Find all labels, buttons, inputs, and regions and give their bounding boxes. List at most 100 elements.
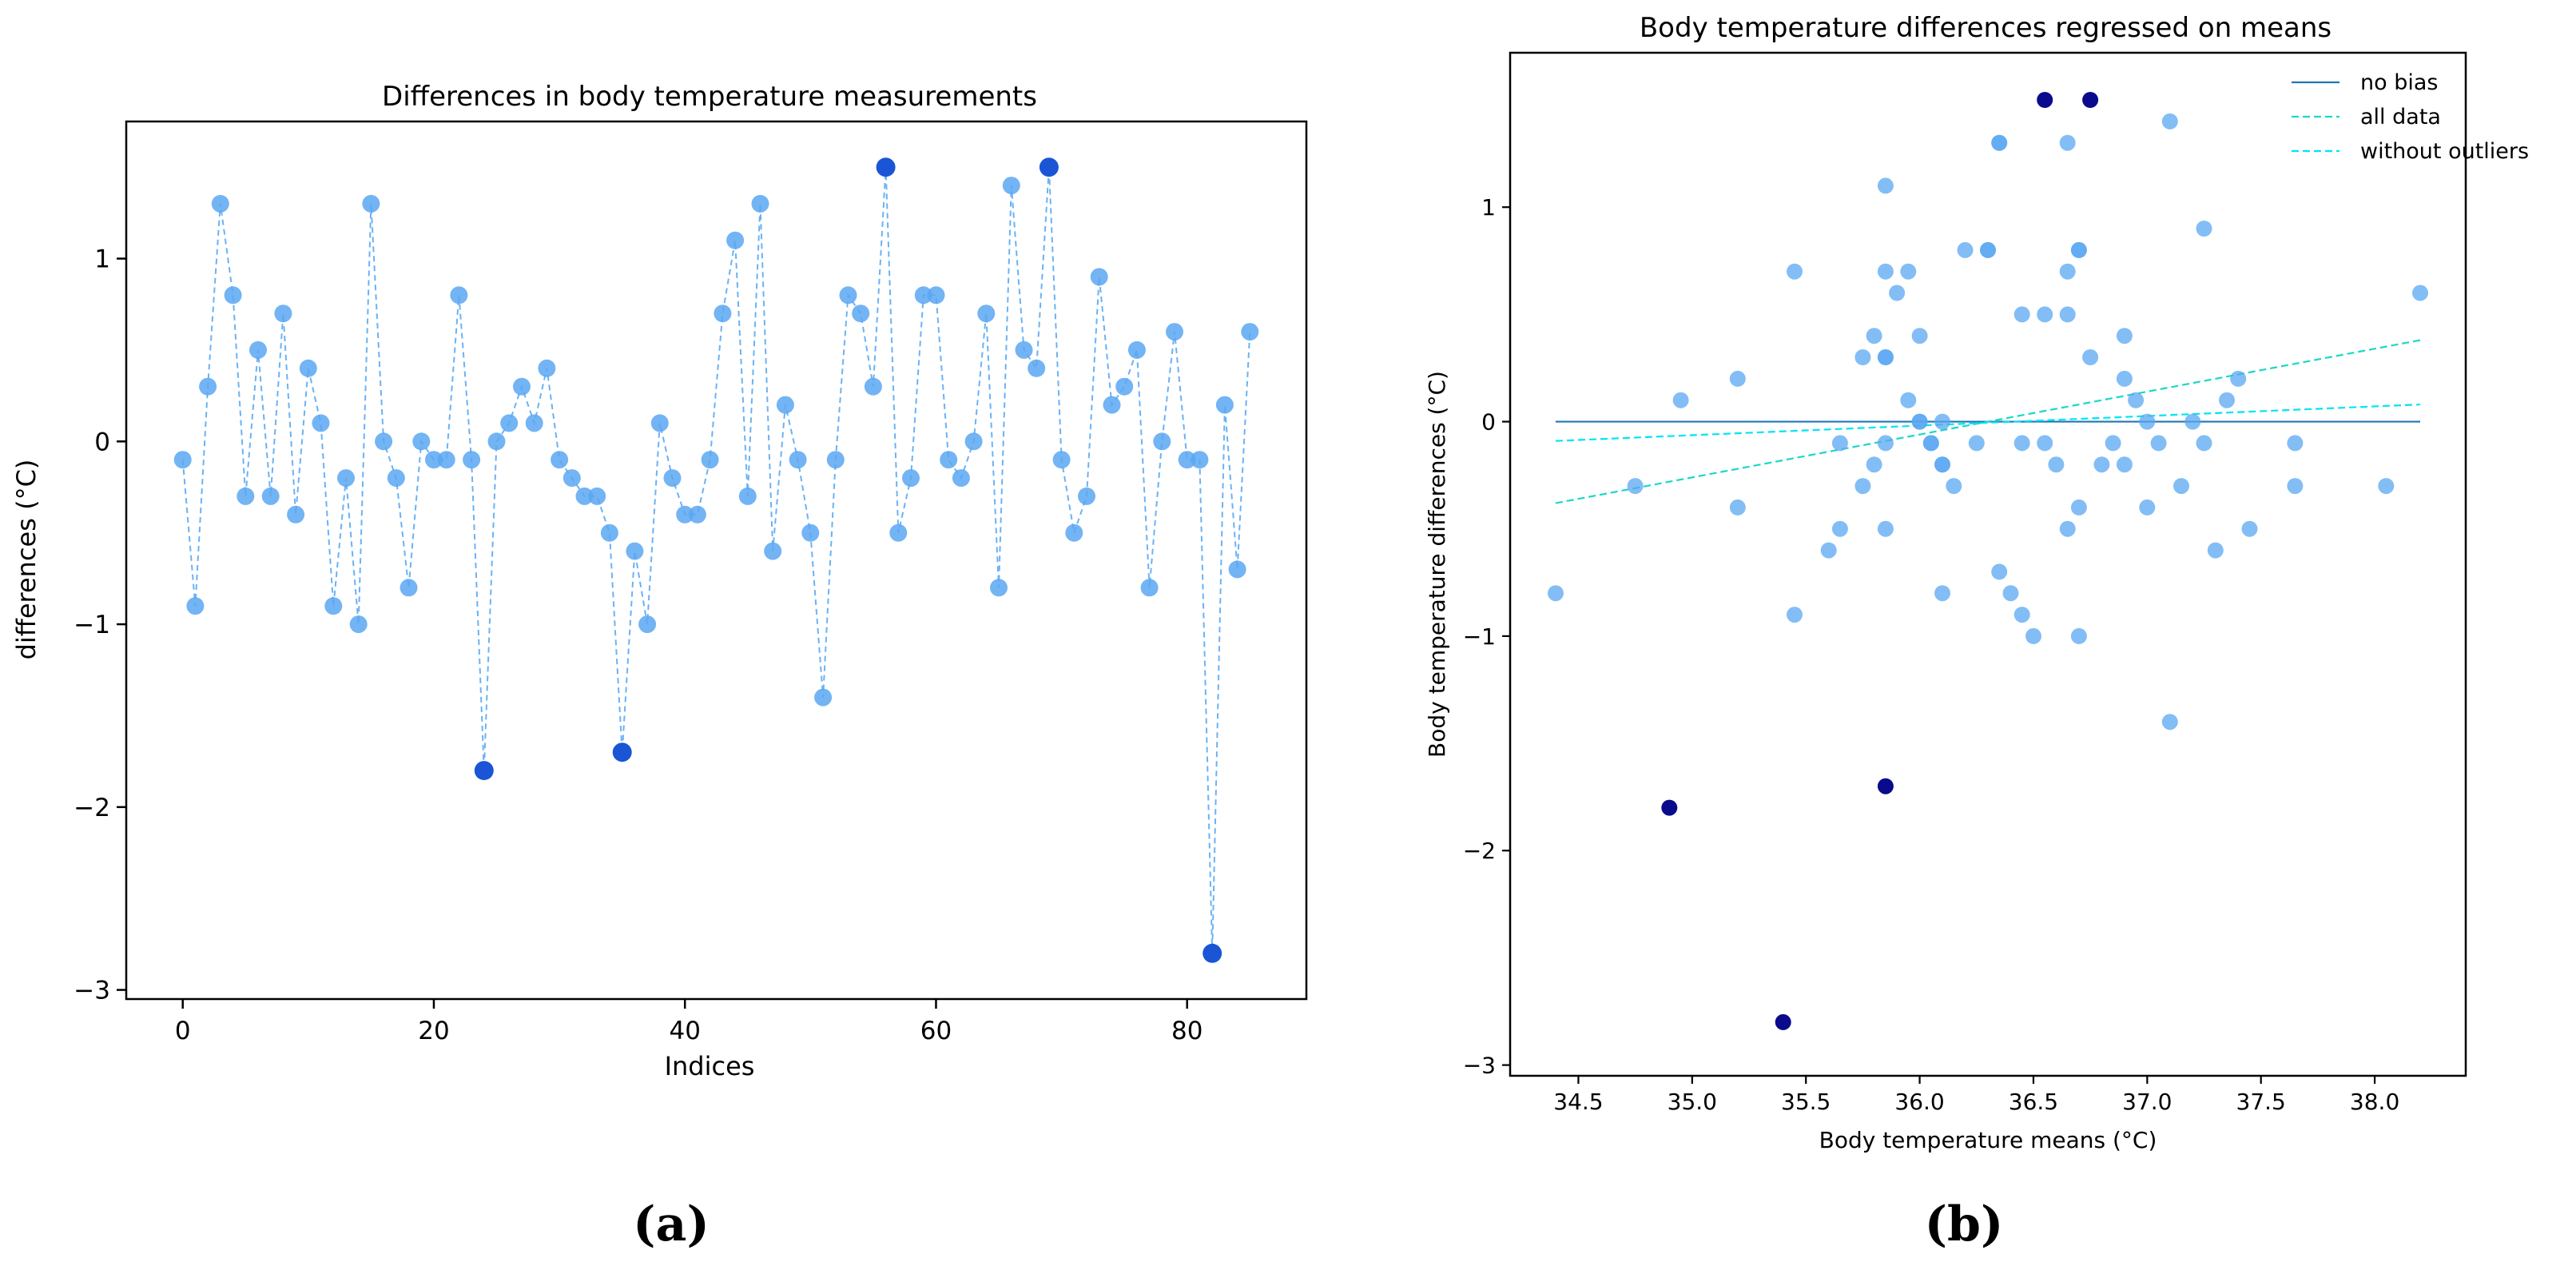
panel-b-x-label: Body temperature means (°C)	[1819, 1127, 2157, 1153]
scatter-point	[1900, 263, 1917, 280]
scatter-point	[2207, 542, 2224, 559]
data-point	[1140, 579, 1159, 597]
data-point-highlight	[1203, 943, 1222, 963]
scatter-point	[1968, 435, 1985, 452]
data-point	[914, 286, 932, 305]
y-tick-label: 0	[1481, 409, 1496, 436]
data-point	[1127, 340, 1146, 359]
data-point	[173, 451, 192, 469]
scatter-point	[1866, 328, 1882, 344]
data-point	[626, 542, 644, 560]
outlier-point	[2082, 92, 2099, 108]
data-point	[1228, 560, 1246, 579]
y-tick-label: −2	[74, 794, 110, 822]
scatter-point	[1934, 456, 1950, 473]
data-point	[1065, 524, 1083, 542]
data-point	[412, 432, 431, 451]
data-point-highlight	[474, 761, 494, 781]
scatter-point	[1980, 241, 1996, 258]
data-point	[663, 469, 682, 488]
data-point	[362, 194, 380, 213]
data-point	[1078, 487, 1095, 505]
scatter-point	[2184, 413, 2201, 430]
data-point	[588, 487, 606, 505]
scatter-point	[2037, 435, 2053, 452]
scatter-point	[1787, 607, 1803, 623]
scatter-point	[2173, 478, 2189, 495]
data-point-highlight	[1039, 157, 1059, 177]
data-point	[400, 579, 418, 597]
data-point	[513, 377, 531, 396]
scatter-point	[1877, 177, 1894, 194]
panel-b-y-label: Body temperature differences (°C)	[1424, 371, 1450, 758]
data-point-highlight	[876, 157, 896, 177]
scatter-point	[1831, 520, 1848, 537]
scatter-point	[2116, 456, 2133, 473]
data-point	[814, 688, 833, 707]
data-point	[1191, 451, 1209, 469]
scatter-point	[2139, 499, 2156, 516]
series-line	[181, 167, 1251, 953]
scatter-point	[1911, 413, 1928, 430]
data-point	[1090, 268, 1108, 286]
data-point	[726, 231, 745, 249]
panel-a-y-label: differences (°C)	[11, 460, 42, 660]
data-point	[375, 432, 393, 451]
y-tick-label: 0	[94, 428, 110, 456]
scatter-point	[2412, 285, 2428, 301]
scatter-point	[1548, 585, 1564, 602]
y-tick-label: −3	[1463, 1053, 1496, 1079]
scatter-point	[2059, 306, 2076, 323]
data-point	[1052, 451, 1071, 469]
scatter-point	[2082, 349, 2099, 365]
scatter-point	[2070, 499, 2087, 516]
data-point	[927, 286, 945, 305]
data-point	[1115, 377, 1134, 396]
data-point	[600, 524, 618, 542]
data-point	[211, 194, 229, 213]
data-point	[551, 451, 569, 469]
panel-a-x-axis: 0 20 40 60 80	[175, 999, 1203, 1045]
scatter-point	[2196, 221, 2212, 237]
data-point	[990, 579, 1008, 597]
data-point	[1178, 451, 1196, 469]
data-point	[826, 451, 845, 469]
data-point	[688, 505, 706, 524]
data-point	[714, 305, 732, 323]
panel-a-chart: Differences in body temperature measurem…	[11, 81, 1308, 1252]
data-point	[1153, 432, 1171, 451]
panel-b-legend: no bias all data without outliers	[2292, 70, 2529, 164]
scatter-point	[1991, 134, 2008, 151]
line-without-outliers	[1555, 403, 2421, 442]
data-point	[764, 542, 782, 560]
data-point	[889, 524, 908, 542]
scatter-point	[2093, 456, 2110, 473]
scatter-point	[1957, 241, 1974, 258]
data-point	[638, 615, 657, 634]
x-tick-label: 60	[920, 1017, 952, 1045]
scatter-point	[1627, 478, 1644, 495]
panel-b-title: Body temperature differences regressed o…	[1640, 12, 2332, 44]
scatter-point	[2287, 478, 2304, 495]
scatter-point	[1991, 563, 2008, 580]
scatter-point	[2219, 392, 2235, 408]
data-point	[852, 305, 870, 323]
scatter-point	[1900, 392, 1917, 408]
data-point	[287, 505, 305, 524]
x-tick-label: 0	[175, 1017, 191, 1045]
data-point	[701, 451, 719, 469]
outlier-point	[1775, 1013, 1791, 1030]
data-point	[776, 396, 794, 414]
data-point	[387, 469, 405, 488]
scatter-point	[2013, 435, 2030, 452]
data-point	[839, 286, 857, 305]
scatter-point	[2002, 585, 2019, 602]
data-point	[1002, 177, 1020, 195]
data-point	[751, 194, 769, 213]
scatter-point	[1889, 285, 1906, 301]
scatter-point	[2196, 435, 2212, 452]
panel-b-x-axis: 34.5 35.0 35.5 36.0 36.5 37.0 37.5 38.0	[1553, 1076, 2399, 1115]
scatter-point	[2378, 478, 2395, 495]
x-tick-label: 38.0	[2350, 1089, 2399, 1115]
data-point	[940, 451, 958, 469]
